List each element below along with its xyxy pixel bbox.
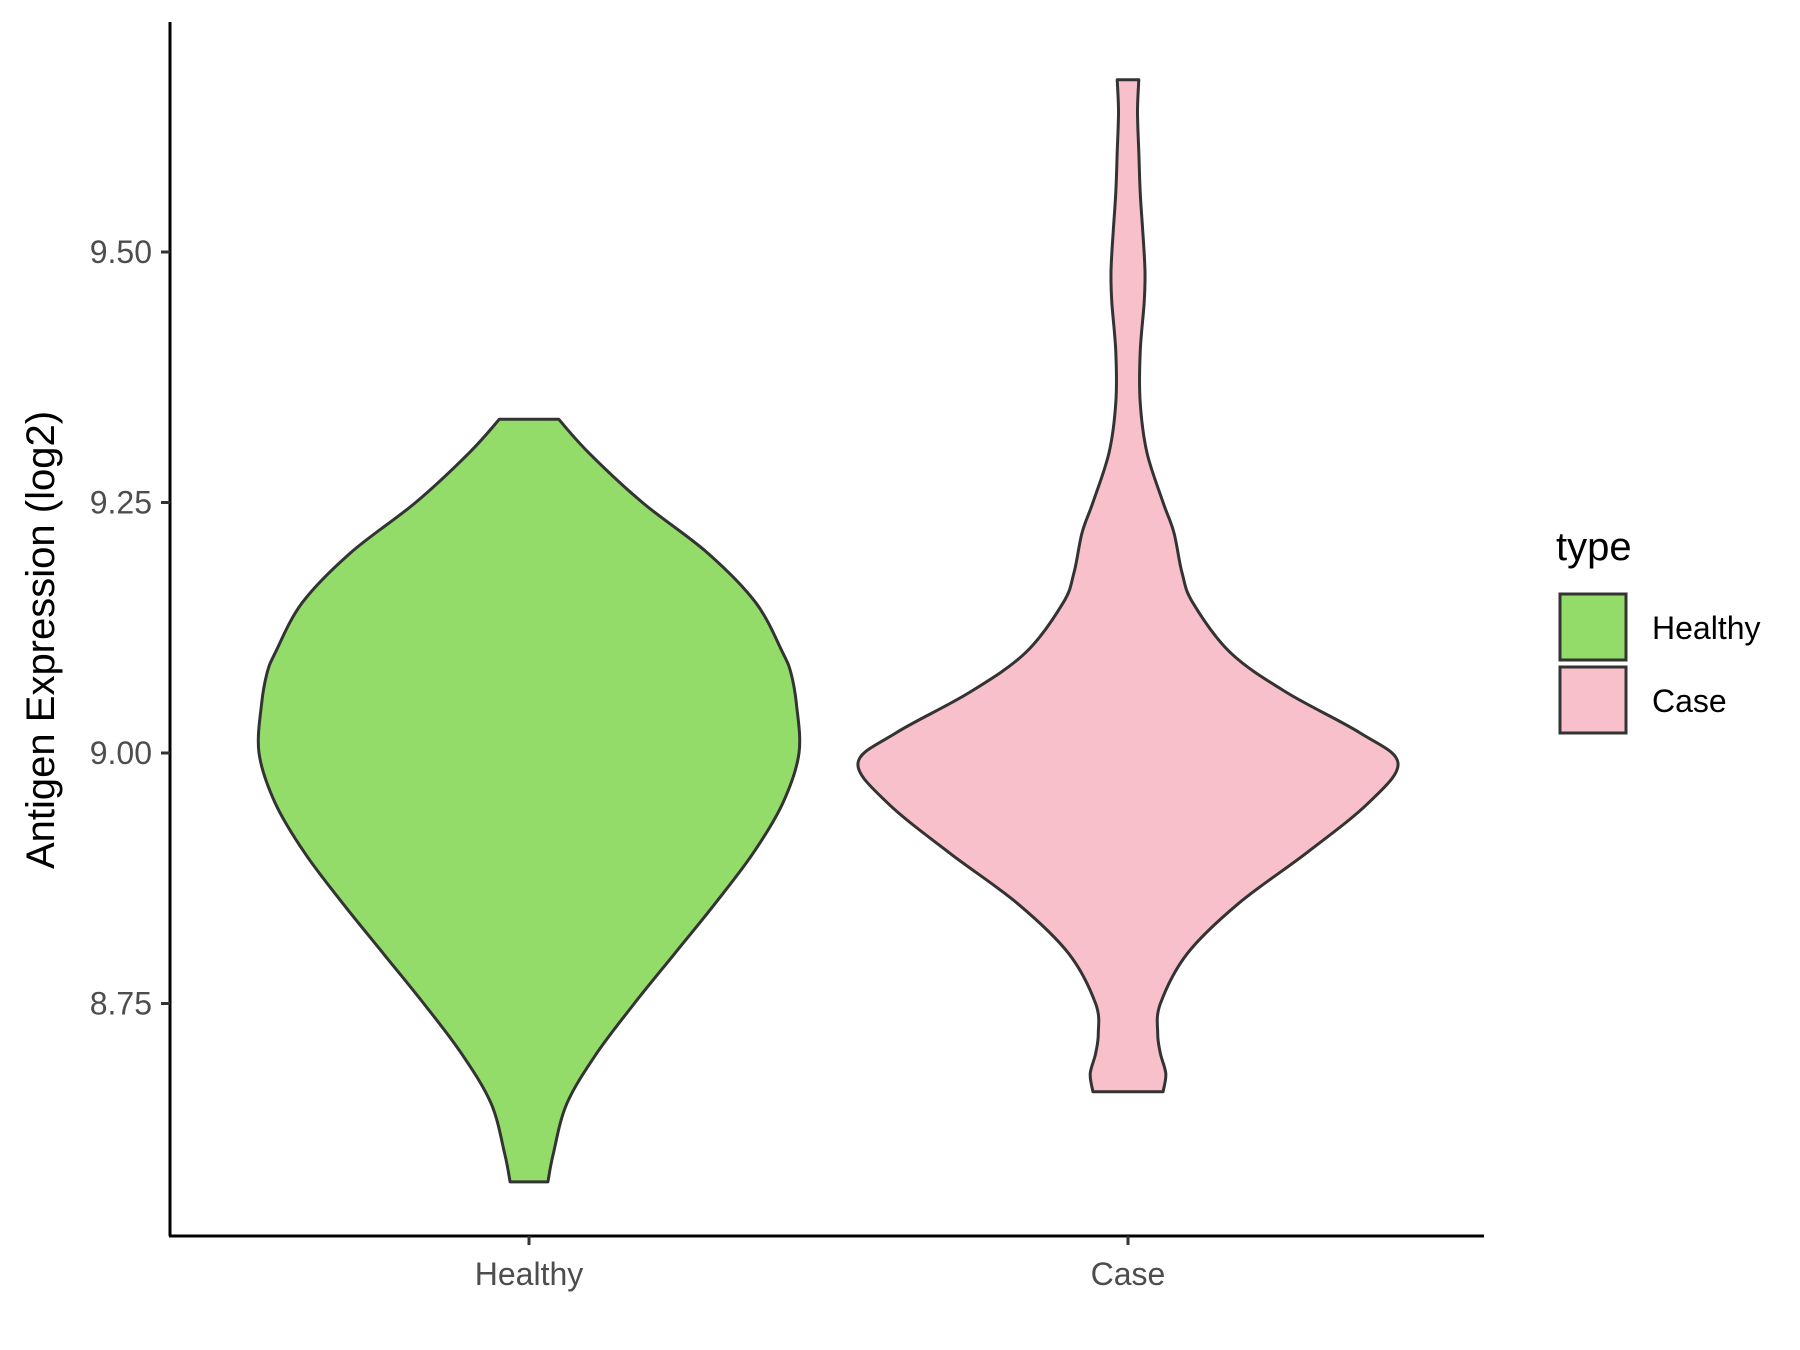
- x-tick-label: Healthy: [475, 1256, 584, 1292]
- violin-case: [856, 78, 1400, 1094]
- legend-swatch-case: [1558, 665, 1628, 735]
- legend: type Healthy Case: [1556, 525, 1761, 735]
- y-tick-label: 9.25: [90, 485, 152, 521]
- x-ticks: Healthy Case: [475, 1236, 1166, 1292]
- violins-layer: [256, 78, 1400, 1184]
- y-tick-label: 9.00: [90, 735, 152, 771]
- legend-label-case: Case: [1652, 683, 1727, 719]
- legend-label-healthy: Healthy: [1652, 610, 1761, 646]
- y-tick-label: 8.75: [90, 986, 152, 1022]
- y-tick-label: 9.50: [90, 234, 152, 270]
- violin-healthy: [256, 417, 802, 1184]
- y-axis-title: Antigen Expression (log2): [19, 411, 63, 869]
- x-tick-label: Case: [1091, 1256, 1166, 1292]
- y-ticks: 8.75 9.00 9.25 9.50: [90, 234, 170, 1022]
- y-axis: 8.75 9.00 9.25 9.50: [90, 22, 172, 1236]
- x-axis: Healthy Case: [169, 1234, 1484, 1292]
- legend-title: type: [1556, 525, 1632, 569]
- legend-swatch-healthy: [1558, 592, 1628, 662]
- legend-items: Healthy Case: [1558, 592, 1761, 735]
